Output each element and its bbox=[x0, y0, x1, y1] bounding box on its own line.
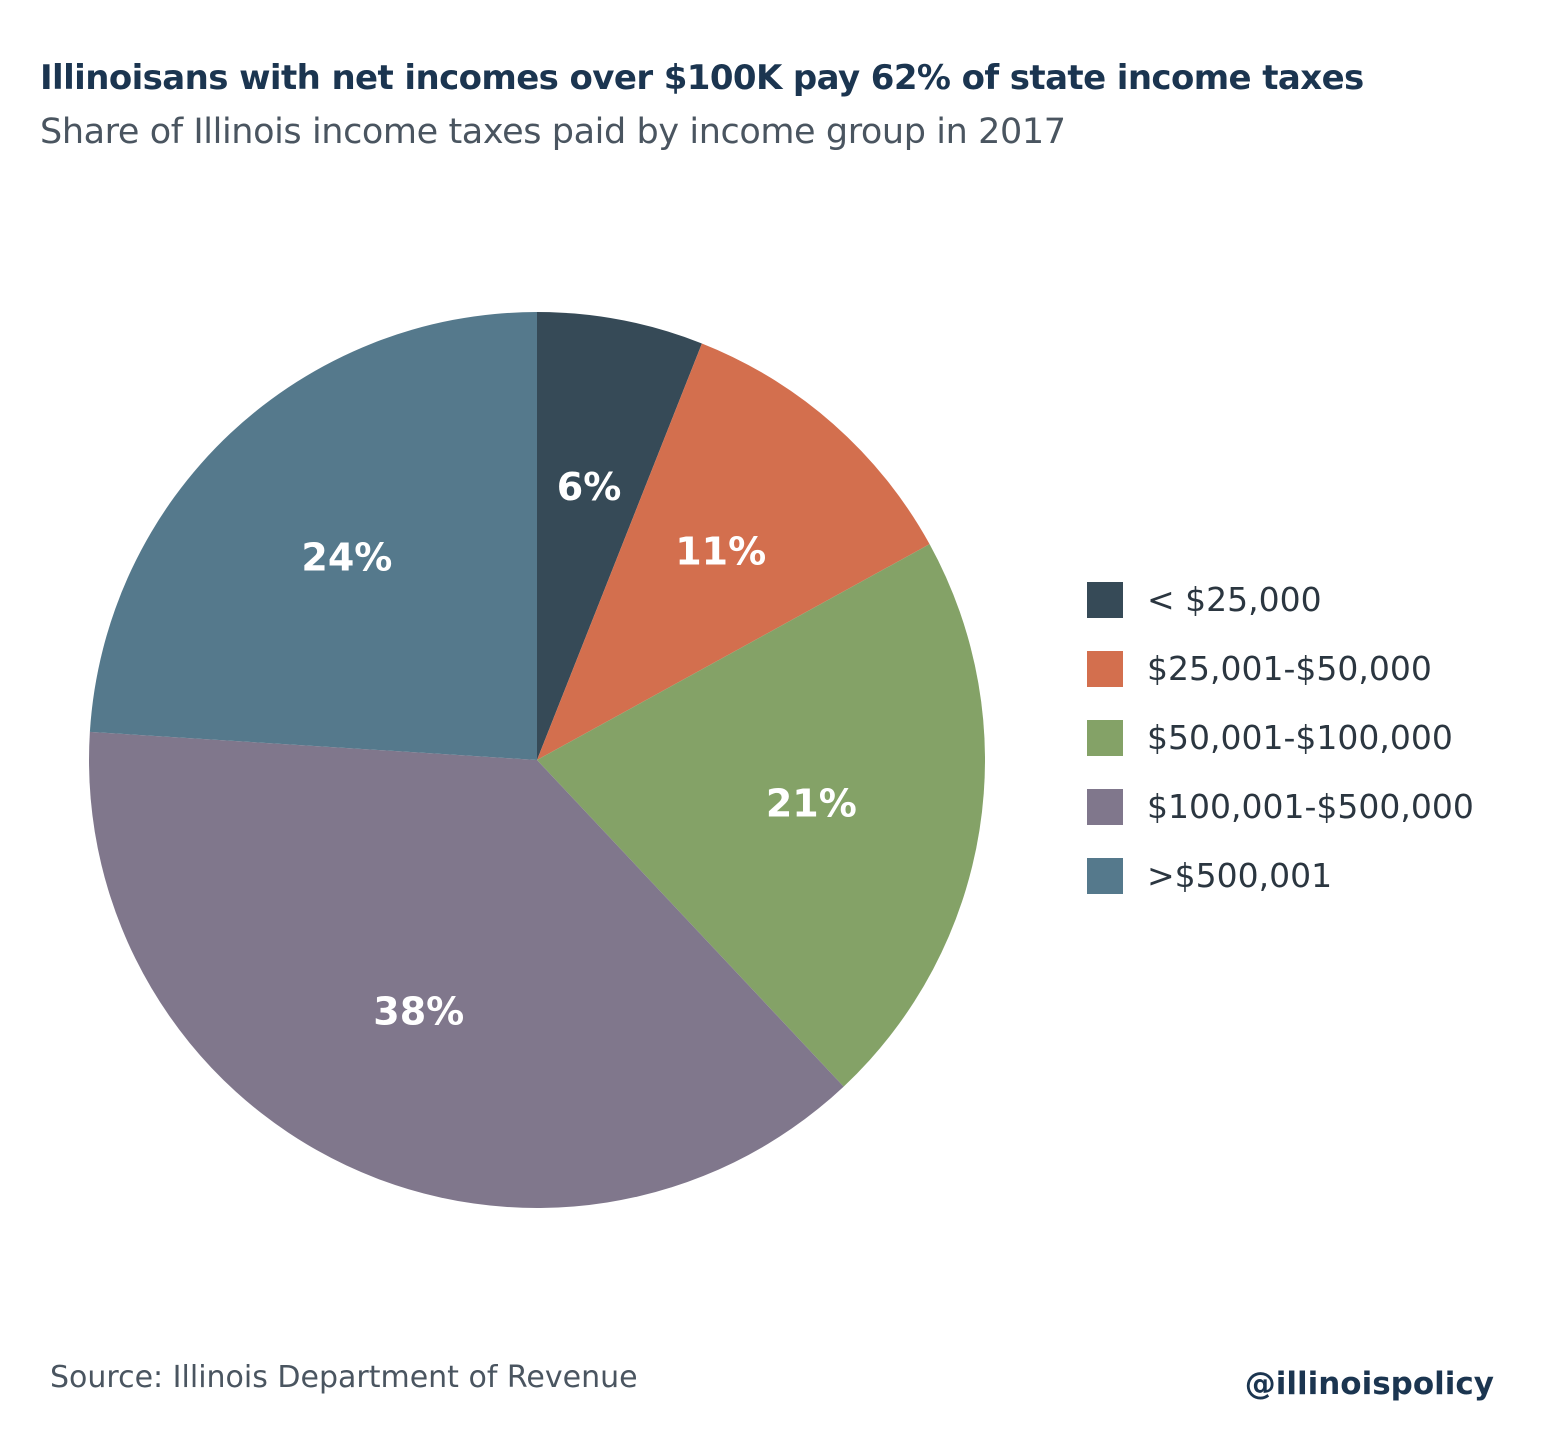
legend-label: < $25,000 bbox=[1147, 580, 1322, 619]
legend-swatch bbox=[1087, 581, 1123, 618]
legend-item-over-500001: >$500,001 bbox=[1087, 841, 1474, 910]
pie-slice-2 bbox=[537, 544, 985, 1087]
legend-label: >$500,001 bbox=[1147, 856, 1333, 895]
legend-swatch bbox=[1087, 857, 1123, 894]
social-handle: @illinoispolicy bbox=[1244, 1366, 1494, 1402]
legend-item-50001-100000: $50,001-$100,000 bbox=[1087, 703, 1474, 772]
chart-subtitle: Share of Illinois income taxes paid by i… bbox=[40, 112, 1066, 152]
legend-swatch bbox=[1087, 650, 1123, 687]
pie-slice-0 bbox=[537, 312, 702, 760]
slice-label-3: 38% bbox=[373, 989, 464, 1033]
legend-item-25001-50000: $25,001-$50,000 bbox=[1087, 634, 1474, 703]
slice-label-4: 24% bbox=[301, 536, 392, 580]
legend-label: $100,001-$500,000 bbox=[1147, 787, 1474, 826]
slice-label-2: 21% bbox=[766, 781, 857, 825]
legend-item-100001-500000: $100,001-$500,000 bbox=[1087, 772, 1474, 841]
legend-label: $25,001-$50,000 bbox=[1147, 649, 1432, 688]
source-note: Source: Illinois Department of Revenue bbox=[50, 1360, 638, 1395]
legend-item-under-25000: < $25,000 bbox=[1087, 565, 1474, 634]
legend-swatch bbox=[1087, 719, 1123, 756]
chart-title: Illinoisans with net incomes over $100K … bbox=[40, 58, 1364, 98]
slice-label-0: 6% bbox=[557, 465, 622, 509]
legend: < $25,000 $25,001-$50,000 $50,001-$100,0… bbox=[1087, 565, 1474, 910]
slice-label-1: 11% bbox=[675, 530, 766, 574]
pie-slice-4 bbox=[89, 312, 537, 760]
pie-slice-1 bbox=[537, 343, 930, 760]
legend-label: $50,001-$100,000 bbox=[1147, 718, 1453, 757]
pie-slice-3 bbox=[88, 731, 844, 1209]
legend-swatch bbox=[1087, 788, 1123, 825]
